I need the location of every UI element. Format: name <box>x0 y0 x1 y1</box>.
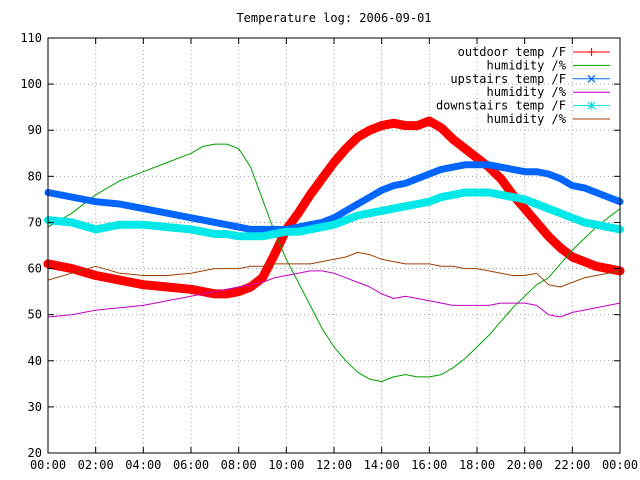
x-tick-label: 06:00 <box>173 458 209 472</box>
series-line-3 <box>47 270 621 318</box>
legend-label: humidity /% <box>487 85 567 99</box>
x-tick-label: 04:00 <box>125 458 161 472</box>
x-tick-label: 02:00 <box>78 458 114 472</box>
y-tick-label: 70 <box>28 215 42 229</box>
y-tick-label: 100 <box>20 77 42 91</box>
y-tick-label: 30 <box>28 400 42 414</box>
legend-label: upstairs temp /F <box>450 72 566 86</box>
y-tick-label: 90 <box>28 123 42 137</box>
series-line-5 <box>47 251 621 288</box>
legend-label: humidity /% <box>487 58 567 72</box>
legend-label: humidity /% <box>487 112 567 126</box>
series-line-1 <box>47 143 621 382</box>
series-line-4 <box>44 188 624 241</box>
y-tick-label: 40 <box>28 354 42 368</box>
x-tick-label: 14:00 <box>364 458 400 472</box>
series-layer <box>43 116 625 382</box>
x-tick-label: 00:00 <box>602 458 638 472</box>
series-line-0 <box>43 116 625 299</box>
legend-marker-stroke <box>587 101 596 110</box>
x-tick-label: 16:00 <box>411 458 447 472</box>
legend-label: downstairs temp /F <box>436 99 566 113</box>
y-tick-label: 20 <box>28 446 42 460</box>
x-tick-label: 18:00 <box>459 458 495 472</box>
y-tick-label: 60 <box>28 262 42 276</box>
y-tick-label: 50 <box>28 308 42 322</box>
x-tick-label: 08:00 <box>221 458 257 472</box>
x-tick-label: 10:00 <box>268 458 304 472</box>
x-tick-label: 22:00 <box>554 458 590 472</box>
x-tick-label: 12:00 <box>316 458 352 472</box>
x-tick-label: 20:00 <box>507 458 543 472</box>
legend-marker-stroke <box>587 74 596 83</box>
x-tick-label: 00:00 <box>30 458 66 472</box>
chart-title: Temperature log: 2006-09-01 <box>236 11 431 25</box>
legend-label: outdoor temp /F <box>458 45 566 59</box>
y-tick-label: 110 <box>20 31 42 45</box>
y-tick-label: 80 <box>28 169 42 183</box>
axis-ticks: 20 30 40 50 60 70 80 90 100 110 00:00 02:00 04:00 06:… <box>20 31 638 472</box>
grid <box>48 38 620 453</box>
series-line-2 <box>44 161 624 233</box>
